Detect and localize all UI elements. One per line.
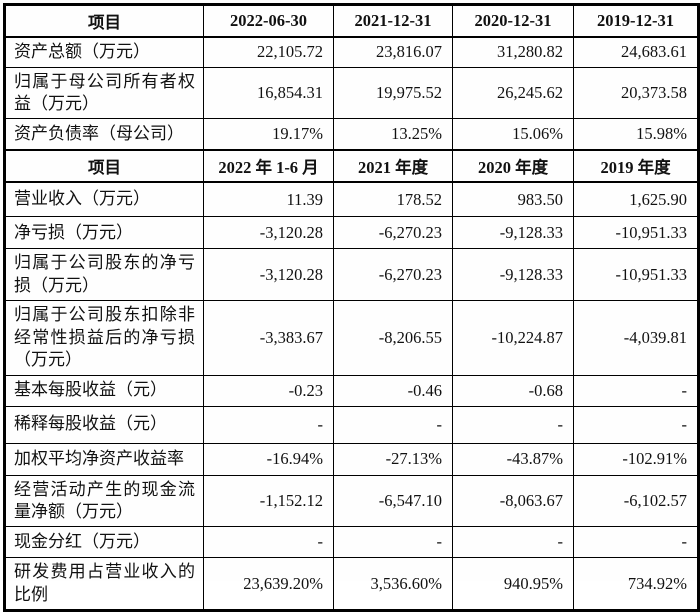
cell-value: -9,128.33 — [452, 216, 574, 250]
cell-value: -10,224.87 — [452, 300, 574, 376]
row-label: 归属于公司股东扣除非经常性损益后的净亏损（万元） — [4, 300, 204, 376]
table1-header-date-2019: 2019-12-31 — [573, 4, 699, 38]
cell-value: 19,975.52 — [333, 66, 453, 120]
cell-value: -3,120.28 — [203, 216, 334, 250]
row-label: 基本每股收益（元） — [4, 374, 204, 407]
cell-value: 15.06% — [452, 118, 574, 151]
table-row-net-loss: 净亏损（万元） -3,120.28 -6,270.23 -9,128.33 -1… — [4, 216, 699, 250]
row-label: 资产总额（万元） — [4, 36, 204, 68]
table1-header-date-2020: 2020-12-31 — [452, 4, 574, 38]
cell-value: 734.92% — [573, 557, 699, 612]
table1-header-date-2022: 2022-06-30 — [203, 4, 334, 38]
cell-value: -102.91% — [573, 442, 699, 476]
cell-value: 11.39 — [203, 181, 334, 218]
cell-value: 24,683.61 — [573, 36, 699, 68]
table-row-basic-eps: 基本每股收益（元） -0.23 -0.46 -0.68 - — [4, 374, 699, 407]
cell-value: -6,270.23 — [333, 216, 453, 250]
cell-value: 23,816.07 — [333, 36, 453, 68]
cell-value: -0.23 — [203, 374, 334, 407]
cell-value: 3,536.60% — [333, 557, 453, 612]
cell-value: -6,270.23 — [333, 248, 453, 302]
table-row-weighted-roe: 加权平均净资产收益率 -16.94% -27.13% -43.87% -102.… — [4, 442, 699, 476]
cell-value: 20,373.58 — [573, 66, 699, 120]
cell-value: - — [203, 526, 334, 559]
row-label: 稀释每股收益（元） — [4, 405, 204, 444]
cell-value: -3,383.67 — [203, 300, 334, 376]
cell-value: -43.87% — [452, 442, 574, 476]
cell-value: - — [452, 526, 574, 559]
row-label: 加权平均净资产收益率 — [4, 442, 204, 476]
cell-value: 23,639.20% — [203, 557, 334, 612]
row-label: 净亏损（万元） — [4, 216, 204, 250]
cell-value: - — [573, 405, 699, 444]
cell-value: - — [452, 405, 574, 444]
table1-header-row: 项目 2022-06-30 2021-12-31 2020-12-31 2019… — [4, 4, 699, 38]
table-row-rd-expense-ratio: 研发费用占营业收入的比例 23,639.20% 3,536.60% 940.95… — [4, 557, 699, 612]
table-row-total-assets: 资产总额（万元） 22,105.72 23,816.07 31,280.82 2… — [4, 36, 699, 68]
row-label: 归属于母公司所有者权益（万元） — [4, 66, 204, 120]
cell-value: -8,063.67 — [452, 474, 574, 528]
cell-value: -16.94% — [203, 442, 334, 476]
row-label: 现金分红（万元） — [4, 526, 204, 559]
row-label: 研发费用占营业收入的比例 — [4, 557, 204, 612]
financial-summary-table: 项目 2022-06-30 2021-12-31 2020-12-31 2019… — [3, 3, 700, 612]
table-row-parent-equity: 归属于母公司所有者权益（万元） 16,854.31 19,975.52 26,2… — [4, 66, 699, 120]
table1-header-date-2021: 2021-12-31 — [333, 4, 453, 38]
cell-value: -10,951.33 — [573, 248, 699, 302]
cell-value: -0.46 — [333, 374, 453, 407]
cell-value: 22,105.72 — [203, 36, 334, 68]
cell-value: - — [203, 405, 334, 444]
row-label: 营业收入（万元） — [4, 181, 204, 218]
cell-value: 31,280.82 — [452, 36, 574, 68]
table2-header-item-label: 项目 — [4, 148, 204, 183]
cell-value: -9,128.33 — [452, 248, 574, 302]
cell-value: -4,039.81 — [573, 300, 699, 376]
cell-value: 940.95% — [452, 557, 574, 612]
table2-header-period-2019: 2019 年度 — [573, 148, 699, 183]
cell-value: - — [573, 526, 699, 559]
cell-value: -8,206.55 — [333, 300, 453, 376]
document-page: 项目 2022-06-30 2021-12-31 2020-12-31 2019… — [3, 3, 700, 612]
table-row-diluted-eps: 稀释每股收益（元） - - - - — [4, 405, 699, 444]
table-row-shareholder-net-loss: 归属于公司股东的净亏损（万元） -3,120.28 -6,270.23 -9,1… — [4, 248, 699, 302]
cell-value: 16,854.31 — [203, 66, 334, 120]
table-row-cash-dividend: 现金分红（万元） - - - - — [4, 526, 699, 559]
row-label: 归属于公司股东的净亏损（万元） — [4, 248, 204, 302]
cell-value: - — [333, 405, 453, 444]
table2-header-period-2022: 2022 年 1-6 月 — [203, 148, 334, 183]
table2-header-period-2021: 2021 年度 — [333, 148, 453, 183]
table-row-non-recurring-net-loss: 归属于公司股东扣除非经常性损益后的净亏损（万元） -3,383.67 -8,20… — [4, 300, 699, 376]
cell-value: -6,547.10 — [333, 474, 453, 528]
cell-value: -3,120.28 — [203, 248, 334, 302]
row-label: 资产负债率（母公司） — [4, 118, 204, 151]
table2-header-period-2020: 2020 年度 — [452, 148, 574, 183]
cell-value: -27.13% — [333, 442, 453, 476]
cell-value: 19.17% — [203, 118, 334, 151]
table-row-revenue: 营业收入（万元） 11.39 178.52 983.50 1,625.90 — [4, 181, 699, 218]
cell-value: 13.25% — [333, 118, 453, 151]
cell-value: -6,102.57 — [573, 474, 699, 528]
cell-value: - — [333, 526, 453, 559]
cell-value: -0.68 — [452, 374, 574, 407]
row-label: 经营活动产生的现金流量净额（万元） — [4, 474, 204, 528]
table-row-operating-cash-flow: 经营活动产生的现金流量净额（万元） -1,152.12 -6,547.10 -8… — [4, 474, 699, 528]
cell-value: 178.52 — [333, 181, 453, 218]
cell-value: 15.98% — [573, 118, 699, 151]
table1-header-item-label: 项目 — [4, 4, 204, 38]
table-row-debt-ratio: 资产负债率（母公司） 19.17% 13.25% 15.06% 15.98% — [4, 118, 699, 151]
cell-value: 983.50 — [452, 181, 574, 218]
cell-value: 26,245.62 — [452, 66, 574, 120]
cell-value: -1,152.12 — [203, 474, 334, 528]
table2-header-row: 项目 2022 年 1-6 月 2021 年度 2020 年度 2019 年度 — [4, 148, 699, 183]
cell-value: - — [573, 374, 699, 407]
cell-value: -10,951.33 — [573, 216, 699, 250]
cell-value: 1,625.90 — [573, 181, 699, 218]
